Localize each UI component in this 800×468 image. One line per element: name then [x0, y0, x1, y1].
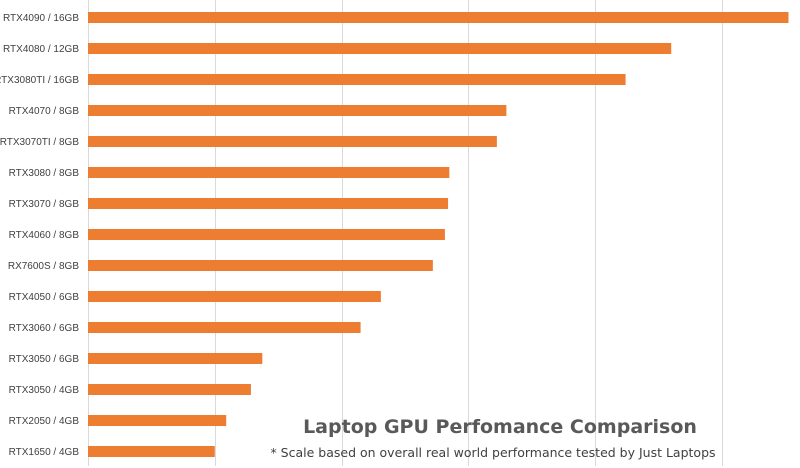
bar-rtx3070-8gb: [88, 198, 449, 209]
bar-rtx3070ti-8gb: [88, 136, 497, 147]
category-label: RTX4080 / 12GB: [3, 44, 79, 55]
chart-title: Laptop GPU Perfomance Comparison: [303, 416, 697, 438]
bar-rtx3080ti-16gb: [88, 74, 626, 85]
category-label: RTX2050 / 4GB: [9, 416, 80, 427]
category-label: RTX4090 / 16GB: [3, 13, 79, 24]
category-label: RTX3050 / 6GB: [9, 354, 80, 365]
bar-rtx4090-16gb: [88, 12, 789, 23]
bar-rtx4080-12gb: [88, 43, 672, 54]
bar-rx7600s-8gb: [88, 260, 433, 271]
category-label-layer: RTX4090 / 16GB RTX4080 / 12GB RTX3080TI / …: [0, 13, 79, 458]
category-label: RTX4070 / 8GB: [9, 106, 80, 117]
bar-rtx3050-4gb: [88, 384, 251, 395]
category-label: RTX3060 / 6GB: [9, 323, 80, 334]
bar-rtx3050-6gb: [88, 353, 263, 364]
category-label: RTX3070 / 8GB: [9, 199, 80, 210]
bar-rtx1650-4gb: [88, 446, 215, 457]
category-label: RTX3080 / 8GB: [9, 168, 80, 179]
bar-rtx4070-8gb: [88, 105, 507, 116]
bar-rtx4060-8gb: [88, 229, 445, 240]
category-label: RTX3070TI / 8GB: [0, 137, 79, 148]
category-label: RTX3050 / 4GB: [9, 385, 80, 396]
category-label: RTX1650 / 4GB: [9, 447, 80, 458]
bar-rtx3080-8gb: [88, 167, 450, 178]
bar-rtx3060-6gb: [88, 322, 361, 333]
category-label: RX7600S / 8GB: [8, 261, 79, 272]
bar-layer: [88, 12, 789, 457]
category-label: RTX4050 / 6GB: [9, 292, 80, 303]
bar-rtx4050-6gb: [88, 291, 381, 302]
chart-subtitle: * Scale based on overall real world perf…: [270, 445, 715, 460]
category-label: RTX3080TI / 16GB: [0, 75, 79, 86]
bar-rtx2050-4gb: [88, 415, 227, 426]
category-label: RTX4060 / 8GB: [9, 230, 80, 241]
